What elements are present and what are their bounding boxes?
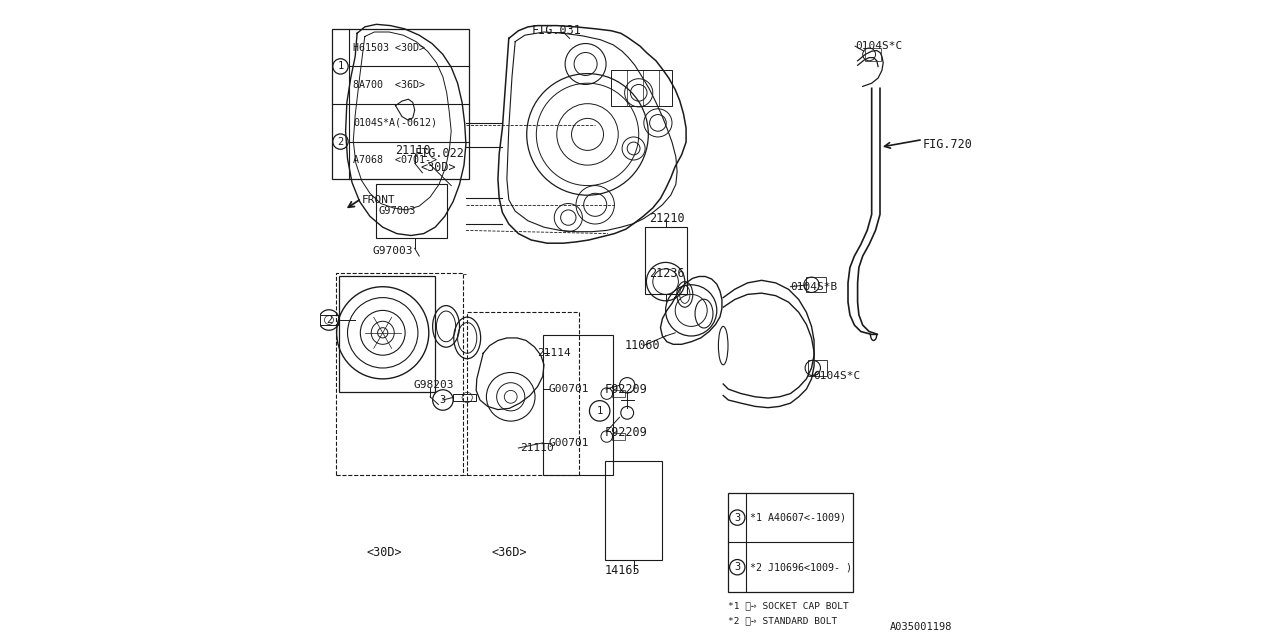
Text: F92209: F92209 [604,383,648,396]
Bar [543,335,613,475]
Text: G00701: G00701 [549,438,589,448]
Bar [865,48,881,61]
Text: G98203: G98203 [413,380,454,390]
Text: 21110: 21110 [520,443,554,453]
Text: 3: 3 [735,562,740,572]
Bar [335,273,463,475]
Bar [806,277,826,292]
Text: 2: 2 [338,136,343,147]
Text: 0104S*C: 0104S*C [814,371,860,381]
Text: *2 J10696<1009- ): *2 J10696<1009- ) [750,562,852,572]
Bar [332,29,470,179]
Text: A7068  <0701->: A7068 <0701-> [353,156,438,165]
Bar [612,70,672,106]
Text: FIG.022: FIG.022 [415,147,465,160]
Text: *1 ⓞ➺ SOCKET CAP BOLT: *1 ⓞ➺ SOCKET CAP BOLT [728,602,849,611]
Text: <36D>: <36D> [492,547,527,559]
Text: 21210: 21210 [649,212,685,225]
Text: 11060: 11060 [625,339,660,352]
Text: 14165: 14165 [604,564,640,577]
Text: 3: 3 [735,513,740,523]
Text: G97003: G97003 [372,246,413,256]
Text: G97003: G97003 [378,206,416,216]
Text: <30D>: <30D> [420,161,456,174]
Bar [376,184,447,238]
Text: G00701: G00701 [549,384,589,394]
Text: 21236: 21236 [649,268,685,280]
Text: 2: 2 [326,315,332,325]
Text: FRONT: FRONT [362,195,396,205]
Text: 3: 3 [440,395,445,405]
Text: 0104S*A(-0612): 0104S*A(-0612) [353,118,438,128]
Text: *2 ⓞ➺ STANDARD BOLT: *2 ⓞ➺ STANDARD BOLT [728,616,837,625]
Bar [613,390,625,397]
Bar [728,493,852,592]
Bar [645,227,687,294]
Bar [453,394,476,401]
Text: 21114: 21114 [538,348,571,358]
Text: 8A700  <36D>: 8A700 <36D> [353,80,425,90]
Bar [604,461,663,560]
Text: 0104S*B: 0104S*B [791,282,837,292]
Text: FIG.031: FIG.031 [531,24,581,36]
Text: F92209: F92209 [604,426,648,438]
Bar [339,276,435,392]
Text: FIG.720: FIG.720 [923,138,973,150]
Bar [808,360,827,376]
Bar [320,315,338,325]
Text: 1: 1 [338,61,343,72]
Text: <30D>: <30D> [366,547,402,559]
Text: 21110: 21110 [394,144,430,157]
Text: 0104S*C: 0104S*C [855,41,902,51]
Text: *1 A40607<-1009): *1 A40607<-1009) [750,513,846,523]
Text: 1: 1 [596,406,603,416]
Bar [467,312,580,475]
Text: A035001198: A035001198 [890,622,952,632]
Bar [613,433,625,440]
Text: H61503 <30D>: H61503 <30D> [353,43,425,52]
